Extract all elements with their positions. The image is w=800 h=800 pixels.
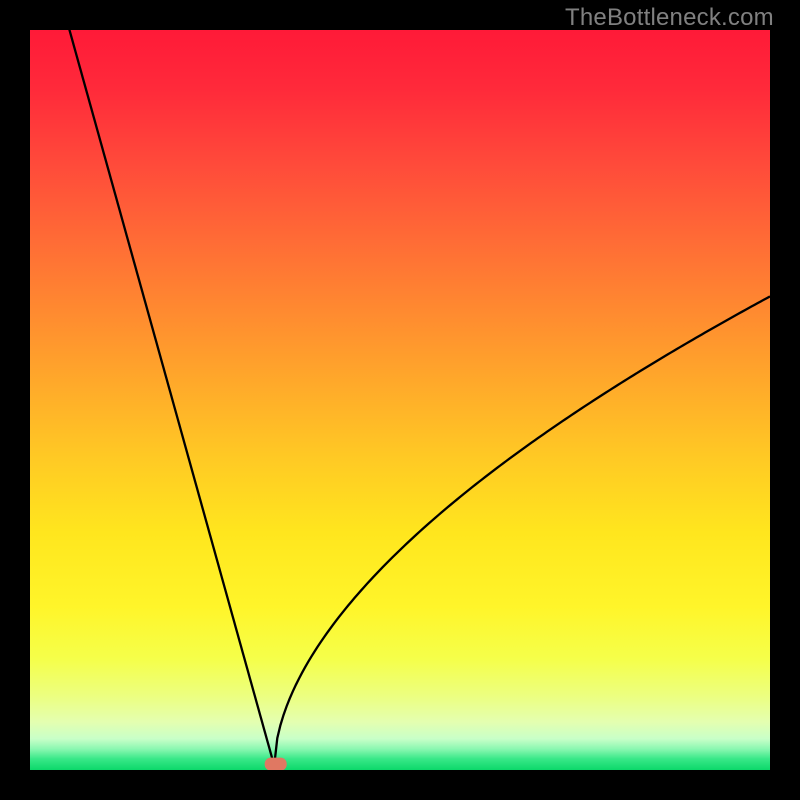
bottleneck-chart — [30, 30, 770, 770]
gradient-background — [30, 30, 770, 770]
watermark-text: TheBottleneck.com — [565, 4, 774, 32]
minimum-marker — [265, 758, 287, 770]
